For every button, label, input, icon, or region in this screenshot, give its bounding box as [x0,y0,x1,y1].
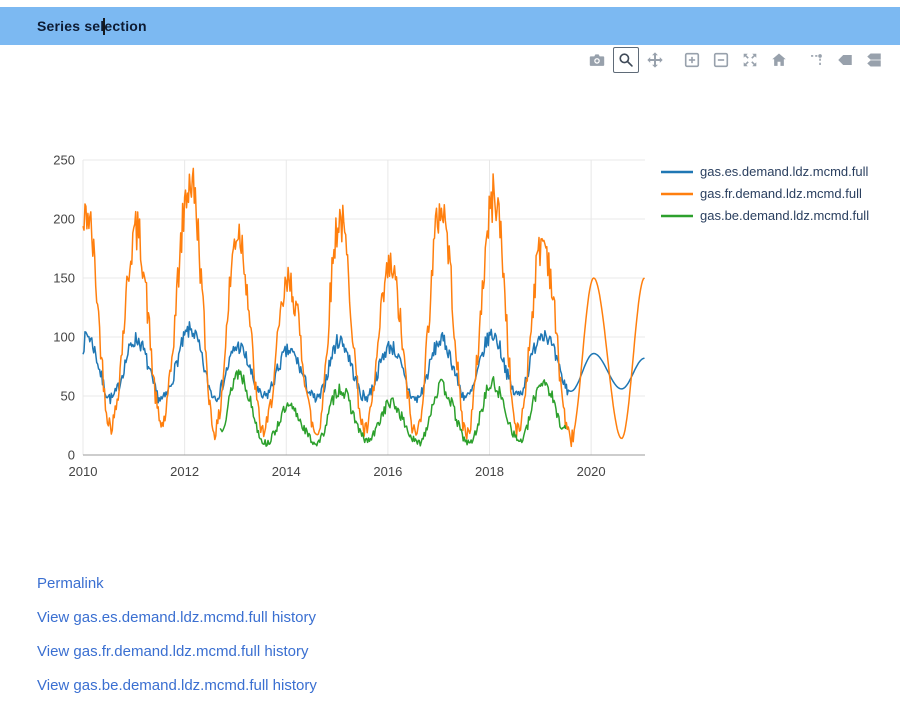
tag-icon [838,55,852,65]
legend-label: gas.es.demand.ldz.mcmd.full [700,164,869,179]
reset-axes-button[interactable] [766,47,792,73]
spikelines-icon [809,54,822,67]
zoom-out-icon [713,52,729,68]
chart-legend: gas.es.demand.ldz.mcmd.full gas.fr.demand… [660,164,869,223]
autoscale-icon [743,53,757,67]
chart-canvas[interactable]: 0 50 100 150 200 250 2010 2012 2014 2016 2018 2020 [40,145,660,490]
download-plot-button[interactable] [584,47,610,73]
series-line-gas.fr.demand.ldz.mcmd.full [82,167,645,448]
y-tick-label: 0 [68,448,75,463]
pan-button[interactable] [642,47,668,73]
y-tick-label: 250 [53,153,75,168]
zoom-button[interactable] [613,47,639,73]
page-title: Series selection [37,18,147,34]
toggle-spikelines-button[interactable] [803,47,829,73]
text-cursor-caret [103,18,105,35]
zoom-in-icon [684,52,700,68]
legend-item[interactable]: gas.be.demand.ldz.mcmd.full [660,208,869,223]
y-tick-label: 200 [53,212,75,227]
permalink-link[interactable]: Permalink [37,575,104,592]
camera-icon [589,54,605,66]
hover-closest-button[interactable] [832,47,858,73]
x-tick-label: 2020 [577,464,606,479]
magnifier-icon [619,53,633,67]
plotly-modebar [584,47,887,73]
home-icon [772,53,786,66]
x-tick-label: 2016 [373,464,402,479]
modebar-group-hover [803,47,887,73]
header-bar: Series selection [0,7,900,45]
modebar-group-zoom [679,47,792,73]
legend-swatch-line [661,192,693,195]
x-tick-label: 2014 [272,464,301,479]
series-line-gas.be.demand.ldz.mcmd.full [219,369,567,447]
series-line-gas.es.demand.ldz.mcmd.full [82,321,645,405]
x-tick-label: 2018 [475,464,504,479]
legend-item[interactable]: gas.fr.demand.ldz.mcmd.full [660,186,869,201]
autoscale-button[interactable] [737,47,763,73]
legend-label: gas.be.demand.ldz.mcmd.full [700,208,870,223]
y-tick-label: 50 [61,389,75,404]
zoom-out-button[interactable] [708,47,734,73]
move-arrows-icon [647,52,663,68]
y-tick-label: 100 [53,330,75,345]
history-es-link[interactable]: View gas.es.demand.ldz.mcmd.full history [37,609,317,626]
legend-item[interactable]: gas.es.demand.ldz.mcmd.full [660,164,869,179]
legend-swatch-line [661,170,693,173]
legend-swatch-line [661,214,693,217]
chart: 0 50 100 150 200 250 2010 2012 2014 2016 2018 2020 [40,145,660,490]
links-section: Permalink View gas.es.demand.ldz.mcmd.fu… [37,567,317,703]
modebar-group-export [584,47,668,73]
hover-compare-button[interactable] [861,47,887,73]
x-tick-label: 2012 [170,464,199,479]
zoom-in-button[interactable] [679,47,705,73]
history-be-link[interactable]: View gas.be.demand.ldz.mcmd.full history [37,677,317,694]
y-tick-label: 150 [53,271,75,286]
double-tag-icon [867,53,881,67]
x-tick-label: 2010 [69,464,98,479]
legend-label: gas.fr.demand.ldz.mcmd.full [700,186,862,201]
history-fr-link[interactable]: View gas.fr.demand.ldz.mcmd.full history [37,643,309,660]
